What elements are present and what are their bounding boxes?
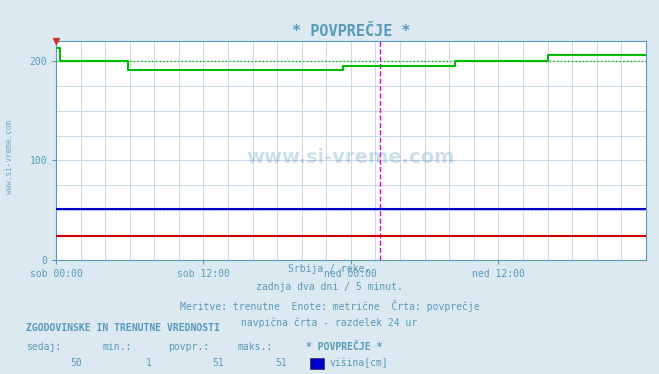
Text: Srbija / reke.: Srbija / reke. (289, 264, 370, 274)
Text: navpična črta - razdelek 24 ur: navpična črta - razdelek 24 ur (241, 318, 418, 328)
Text: 50: 50 (71, 358, 82, 368)
Text: višina[cm]: višina[cm] (330, 358, 388, 368)
Text: sedaj:: sedaj: (26, 343, 61, 352)
Text: ZGODOVINSKE IN TRENUTNE VREDNOSTI: ZGODOVINSKE IN TRENUTNE VREDNOSTI (26, 323, 220, 333)
Text: www.si-vreme.com: www.si-vreme.com (246, 148, 455, 166)
Title: * POVPREČJE *: * POVPREČJE * (291, 24, 411, 39)
Text: * POVPREČJE *: * POVPREČJE * (306, 343, 383, 352)
Text: maks.:: maks.: (237, 343, 272, 352)
Text: 51: 51 (275, 358, 287, 368)
Text: 51: 51 (212, 358, 224, 368)
Text: zadnja dva dni / 5 minut.: zadnja dva dni / 5 minut. (256, 282, 403, 292)
Text: 1: 1 (146, 358, 152, 368)
Text: povpr.:: povpr.: (168, 343, 209, 352)
Text: min.:: min.: (102, 343, 132, 352)
Text: Meritve: trenutne  Enote: metrične  Črta: povprečje: Meritve: trenutne Enote: metrične Črta: … (180, 300, 479, 312)
Text: www.si-vreme.com: www.si-vreme.com (5, 120, 14, 194)
